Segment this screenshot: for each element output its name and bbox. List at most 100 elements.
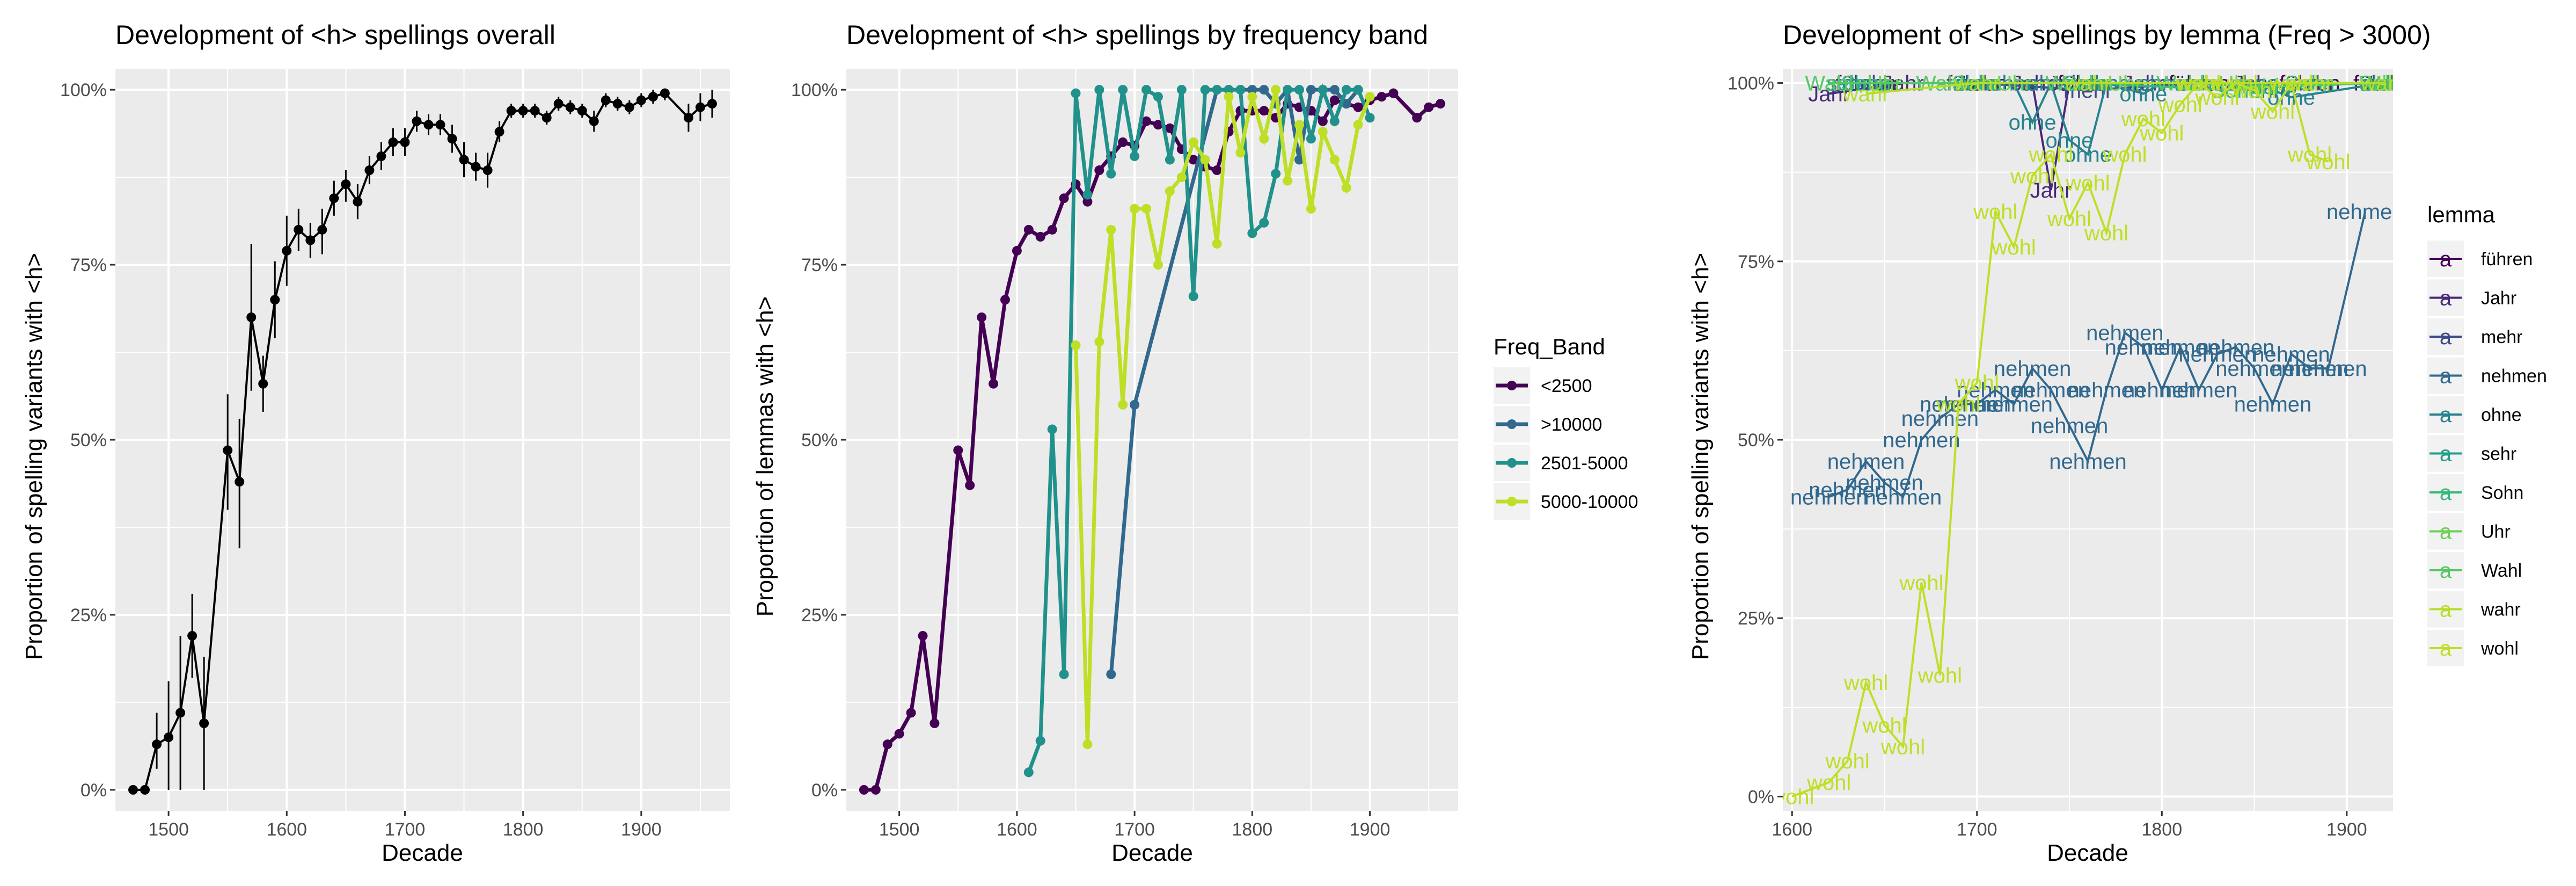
- x-tick-label: 1600: [1772, 819, 1812, 840]
- data-point-2500: [882, 739, 892, 750]
- legend-key-glyph: a: [2440, 559, 2452, 583]
- x-tick-label: 1700: [385, 819, 426, 840]
- data-point-2500: [989, 379, 999, 389]
- data-point-series: [223, 445, 233, 455]
- legend-key-glyph: a: [2440, 248, 2452, 271]
- data-point-2501-5000: [1141, 85, 1152, 95]
- data-point-10000: [1106, 669, 1116, 679]
- x-tick-label: 1600: [266, 819, 307, 840]
- point-label-wohl: wohl: [2047, 207, 2091, 231]
- chart2-ylabel: Proportion of lemmas with <h>: [752, 296, 778, 617]
- data-point-series: [353, 197, 363, 207]
- legend-key-glyph: a: [2440, 365, 2452, 388]
- data-point-series: [423, 120, 434, 130]
- data-point-2500: [1436, 99, 1446, 109]
- data-point-2501-5000: [1200, 85, 1210, 95]
- point-label-ohne: ohne: [2064, 143, 2112, 166]
- data-point-2500: [1059, 193, 1069, 204]
- data-point-series: [648, 92, 658, 102]
- point-label-wohl: wohl: [2231, 79, 2276, 103]
- data-point-series: [412, 116, 422, 126]
- data-point-2501-5000: [1071, 88, 1081, 98]
- chart2-title: Development of <h> spellings by frequenc…: [846, 20, 1428, 50]
- data-point-2500: [1212, 165, 1222, 176]
- data-point-2500: [1188, 155, 1198, 165]
- data-point-2500: [1412, 113, 1422, 123]
- legend-label: ohne: [2481, 405, 2522, 425]
- y-tick-label: 0%: [80, 780, 107, 801]
- legend-key-glyph: a: [2440, 442, 2452, 466]
- point-label-nehmen: nehmen: [2252, 343, 2330, 367]
- chart3-ylabel: Proportion of spelling variants with <h>: [1687, 253, 1714, 660]
- point-label-wohl: wohl: [2065, 172, 2110, 195]
- point-label-wahl: Wahl: [1805, 72, 1853, 96]
- data-point-5000-10000: [1176, 172, 1187, 183]
- point-label-nehmen: nehmen: [1994, 357, 2072, 381]
- legend-label: nehmen: [2481, 366, 2547, 387]
- point-label-wohl: wohl: [1992, 236, 2036, 259]
- data-point-2501-5000: [1094, 85, 1104, 95]
- y-tick-label: 50%: [1738, 430, 1774, 451]
- legend-label: >10000: [1541, 415, 1602, 435]
- point-label-ohne: ohne: [2046, 129, 2094, 152]
- chart3-data: führen führen führen führen führen führenJahr…: [1769, 72, 2393, 809]
- point-label-wohl: wohl: [1825, 750, 1869, 773]
- data-point-5000-10000: [1294, 120, 1305, 130]
- point-label-nehmen: nehmen: [1975, 393, 2053, 417]
- chart1-panel: 1500 1600 1700 1800 1900 0% 25% 50% 75% 100%: [60, 69, 730, 840]
- data-point-2500: [1424, 102, 1434, 112]
- point-label-nehmen: nehmen: [2068, 379, 2146, 402]
- data-point-series: [199, 718, 209, 729]
- chart2-xlabel: Decade: [1111, 840, 1193, 866]
- data-point-series: [376, 151, 386, 161]
- data-point-2500: [1153, 120, 1163, 130]
- data-point-2501-5000: [1153, 92, 1163, 102]
- data-point-series: [447, 134, 457, 144]
- point-label-wahr: wahr: [1953, 72, 2000, 96]
- point-label-wohl: wohl: [1880, 735, 1925, 759]
- point-label-nehmen: nehmen: [2123, 379, 2201, 402]
- chart3-title: Development of <h> spellings by lemma (F…: [1783, 20, 2431, 50]
- legend-label: führen: [2481, 249, 2533, 270]
- data-point-2501-5000: [1341, 85, 1351, 95]
- x-tick-label: 1700: [1957, 819, 1997, 840]
- data-point-series: [707, 99, 717, 109]
- data-point-2501-5000: [1329, 116, 1340, 126]
- legend-label: wohl: [2480, 638, 2519, 659]
- data-point-5000-10000: [1094, 337, 1104, 347]
- legend-key-glyph: a: [2440, 325, 2452, 349]
- data-point-5000-10000: [1200, 155, 1210, 165]
- data-point-5000-10000: [1224, 92, 1234, 102]
- series-line-ohne: [1866, 80, 2384, 156]
- point-label-nehmen: nehmen: [2031, 414, 2109, 438]
- point-label-jahr: Jahr: [2030, 179, 2072, 202]
- data-point-5000-10000: [1082, 739, 1093, 750]
- data-point-5000-10000: [1318, 127, 1328, 137]
- point-label-wohl: wohl: [1769, 785, 1814, 809]
- data-point-2501-5000: [1176, 85, 1187, 95]
- point-label-wohl: wohl: [1843, 671, 1888, 695]
- data-point-2500: [1353, 102, 1363, 112]
- data-point-series: [660, 88, 670, 98]
- data-point-2500: [1118, 137, 1128, 147]
- series-line-2501-5000: [1027, 83, 1372, 773]
- point-label-wohl: wohl: [2010, 164, 2054, 188]
- data-point-2501-5000: [1059, 669, 1069, 679]
- data-point-series: [364, 165, 375, 176]
- data-point-5000-10000: [1106, 224, 1116, 235]
- series-line-nehmen: [1828, 211, 2367, 499]
- data-point-5000-10000: [1341, 183, 1351, 193]
- data-point-5000-10000: [1329, 155, 1340, 165]
- point-label-wohl: wohl: [2121, 107, 2165, 131]
- point-label-wohl: wohl: [1899, 571, 1943, 595]
- point-label-wohl: wohl: [1955, 372, 1999, 395]
- x-tick-label: 1900: [1350, 819, 1391, 840]
- x-tick-label: 1800: [1232, 819, 1273, 840]
- data-point-2500: [894, 729, 904, 739]
- data-point-2500: [1047, 224, 1057, 235]
- point-label-wahr: wahr: [1842, 83, 1890, 106]
- data-point-2501-5000: [1259, 217, 1269, 228]
- point-label-wohl: wohl: [1862, 714, 1906, 738]
- data-point-2501-5000: [1118, 85, 1128, 95]
- data-point-2501-5000: [1235, 85, 1246, 95]
